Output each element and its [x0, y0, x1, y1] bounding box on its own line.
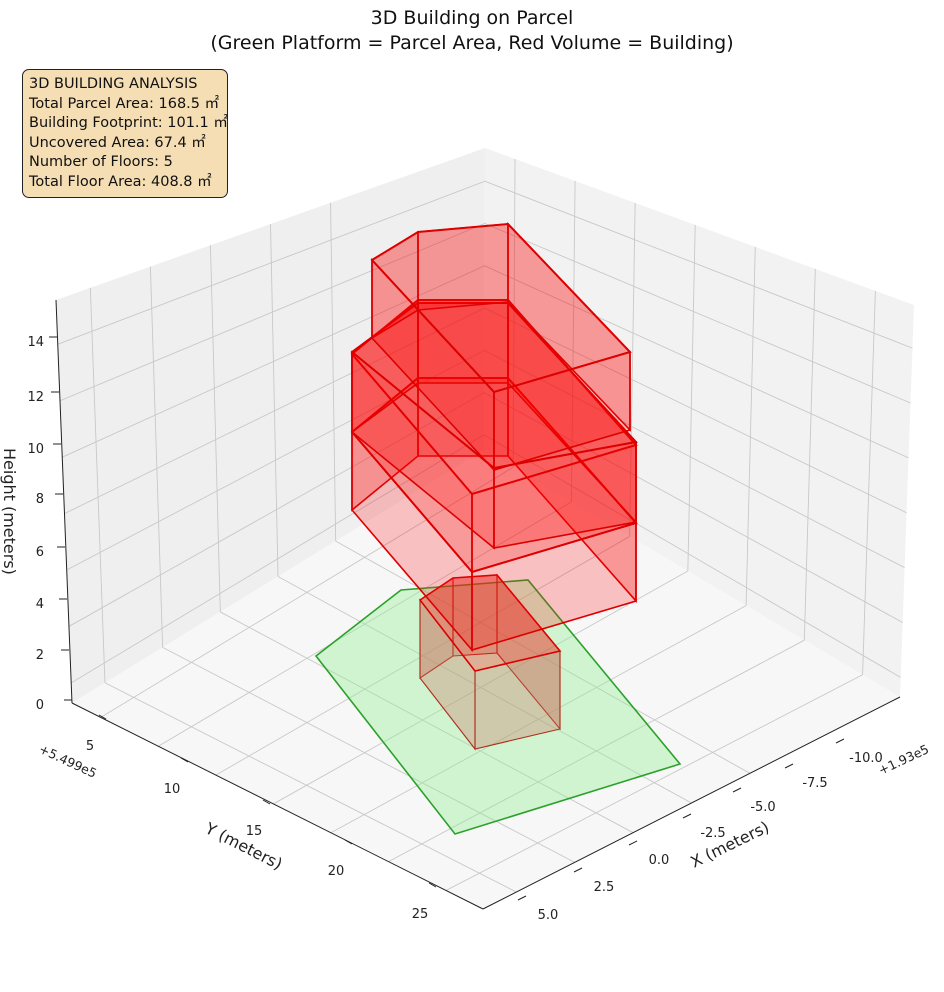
floors-stat: Number of Floors: 5: [29, 154, 173, 170]
z-tick-label: 2: [36, 648, 44, 663]
footprint-stat: Building Footprint: 101.1 ㎡: [29, 115, 228, 131]
parcel-platform: [314, 579, 682, 835]
building-analysis-box: 3D BUILDING ANALYSIS Total Parcel Area: …: [22, 69, 228, 198]
z-grid-line: [64, 307, 907, 514]
z-tick-label: 10: [27, 442, 44, 457]
x-grid-floor: [273, 570, 689, 805]
floor-area-stat: Total Floor Area: 408.8 ㎡: [29, 173, 212, 190]
x-grid-floor: [388, 639, 805, 863]
x-grid-floor: [330, 605, 747, 834]
z-grid-line: [59, 223, 911, 404]
y-grid-floor: [104, 682, 517, 893]
y-tick-mark: [344, 839, 353, 845]
x-tick-label: -7.5: [802, 776, 827, 791]
tick-labels: 0 2 4 6 8 10 12 14 5 10 15 20 25 -10.0 -7.5 -5.0 -2.5 0.0…: [27, 335, 882, 923]
x-grid-vertical: [629, 202, 636, 537]
y-tick-mark: [98, 714, 107, 720]
building-floor-4: [350, 300, 638, 550]
z-tick-label: 0: [36, 698, 44, 713]
chart-title: 3D Building on Parcel: [370, 7, 574, 29]
x-tick-mark: [628, 840, 638, 846]
z-grid-line: [57, 180, 913, 349]
x-grid-floor: [445, 674, 863, 891]
x-tick-mark: [835, 738, 845, 744]
x-tick-label: -5.0: [750, 800, 775, 815]
left-pane: [56, 148, 485, 703]
x-tick-mark: [573, 867, 583, 873]
x-tick-label: 2.5: [594, 880, 615, 895]
z-grid-line: [68, 392, 903, 627]
y-tick-mark: [262, 799, 271, 805]
z-tick-label: 12: [27, 390, 44, 405]
y-grid-vertical: [330, 202, 337, 542]
x-grid-vertical: [687, 224, 696, 572]
z-tick-label: 8: [36, 492, 44, 507]
x-tick-mark: [517, 895, 527, 901]
y-tick-label: 15: [246, 824, 263, 839]
z-tick-label: 4: [36, 597, 44, 612]
parcel-area-stat: Total Parcel Area: 168.5 ㎡: [29, 95, 220, 112]
y-grid-floor: [277, 576, 692, 804]
y-grid-vertical: [89, 287, 106, 683]
z-axis-label: Height (meters): [0, 448, 19, 575]
floor-top: [418, 574, 562, 672]
y-grid-vertical: [149, 266, 164, 648]
z-axis-line: [55, 299, 73, 704]
x-grid-vertical: [570, 180, 576, 502]
y-tick-mark: [180, 757, 189, 763]
x-tick-mark: [784, 763, 794, 769]
x-tick-label: 5.0: [538, 908, 559, 923]
y-tick-mark: [428, 882, 437, 888]
y-grid-floor: [162, 646, 575, 863]
x-grid-vertical: [745, 246, 756, 606]
building-floors: [314, 222, 682, 835]
floor-top: [350, 302, 638, 470]
chart-subtitle: (Green Platform = Parcel Area, Red Volum…: [210, 32, 734, 54]
x-offset-label: +1.93e5: [876, 741, 931, 777]
y-grid-vertical: [209, 245, 221, 612]
x-tick-label: 0.0: [649, 853, 670, 868]
uncovered-area-stat: Uncovered Area: 67.4 ㎡: [29, 134, 206, 151]
y-tick-label: 10: [164, 782, 181, 797]
x-tick-mark: [732, 787, 742, 793]
x-tick-label: -2.5: [700, 826, 725, 841]
floor-top: [370, 222, 632, 394]
z-grid-line: [70, 434, 901, 684]
z-tick-label: 6: [36, 545, 44, 560]
floor-pane: [72, 450, 900, 909]
x-axis-line: [482, 696, 901, 910]
z-grid-line: [62, 265, 909, 459]
x-grid-vertical: [803, 268, 816, 641]
x-tick-mark: [682, 813, 692, 819]
y-grid-floor: [220, 611, 634, 834]
y-axis-line: [71, 702, 484, 910]
building-floor-5: [370, 222, 632, 473]
y-grid-vertical: [270, 223, 279, 577]
x-grid-vertical: [862, 290, 876, 675]
y-axis-label: Y (meters): [201, 818, 285, 873]
axis-lines: [55, 299, 901, 910]
y-tick-label: 20: [328, 864, 345, 879]
x-grid-floor: [158, 501, 572, 747]
y-grid-floor: [335, 540, 751, 774]
analysis-heading: 3D BUILDING ANALYSIS: [29, 76, 198, 92]
y-tick-label: 5: [86, 739, 94, 754]
x-grid-floor: [215, 536, 630, 776]
x-tick-label: -10.0: [849, 751, 883, 766]
grid-lines: [57, 158, 913, 893]
z-tick-label: 14: [27, 335, 44, 350]
y-tick-label: 25: [412, 907, 429, 922]
building-floor-1: [418, 573, 562, 751]
z-grid-line: [66, 349, 905, 571]
x-grid-vertical: [512, 158, 516, 468]
x-grid-floor: [100, 466, 514, 718]
